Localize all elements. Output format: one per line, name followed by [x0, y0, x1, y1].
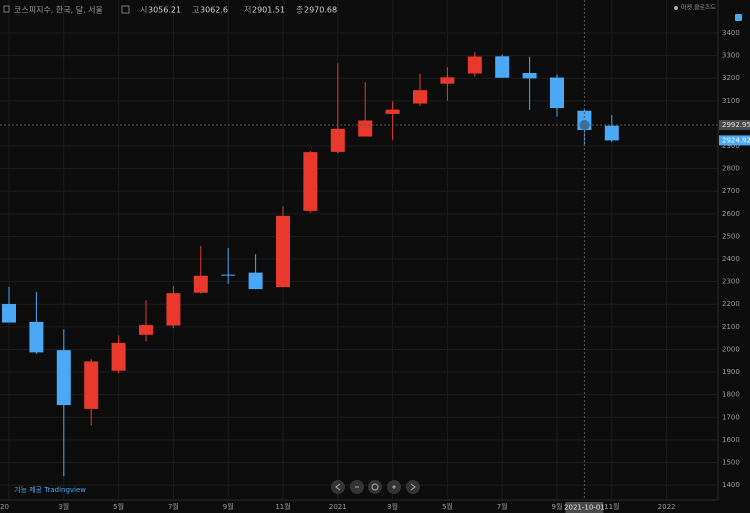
- candle-body: [303, 152, 318, 211]
- ohlc-label: 시: [140, 6, 147, 15]
- y-tick-label: 2100: [722, 323, 740, 331]
- x-tick-label: 11월: [604, 502, 619, 511]
- button-glyphs: [335, 483, 416, 491]
- y-tick-label: 2800: [722, 165, 740, 173]
- x-tick-label: 5월: [113, 502, 124, 511]
- scroll-left-button[interactable]: [331, 480, 345, 494]
- y-tick-label: 1900: [722, 368, 740, 376]
- candle-body: [166, 293, 181, 326]
- attribution: 기능 제공 Tradingview: [14, 485, 86, 494]
- zoom-controls: [331, 480, 420, 494]
- candle-body: [358, 120, 373, 137]
- candles: [2, 51, 619, 477]
- y-tick-label: 2400: [722, 255, 740, 263]
- x-tick-label: 9월: [552, 502, 563, 511]
- y-tick-label: 2700: [722, 187, 740, 195]
- candle-body: [330, 128, 345, 152]
- candle-body: [495, 56, 510, 78]
- y-tick-label: 1500: [722, 458, 740, 466]
- y-tick-label: 1800: [722, 391, 740, 399]
- ohlc-label: 고: [192, 6, 199, 15]
- ohlc-value: 2970.68: [304, 6, 337, 15]
- y-tick-label: 2300: [722, 278, 740, 286]
- candle-body: [84, 361, 99, 409]
- ohlc-value: 2901.51: [252, 6, 285, 15]
- x-tick-label: 7월: [497, 502, 508, 511]
- reset-button[interactable]: [368, 480, 382, 494]
- candle-body: [413, 90, 427, 104]
- ohlc-value: 3062.6: [200, 6, 228, 15]
- candle-body: [467, 56, 482, 74]
- y-tick-label: 2600: [722, 210, 740, 218]
- crosshair-y-box: [719, 120, 750, 131]
- candle-body: [604, 125, 619, 141]
- x-tick-label: 2022: [658, 503, 676, 511]
- x-tick-label: 11월: [275, 502, 290, 511]
- x-tick-label: 9월: [223, 502, 234, 511]
- scroll-right-button[interactable]: [406, 480, 420, 494]
- market-status: 마켓 클로즈드: [681, 4, 717, 12]
- y-tick-label: 3100: [722, 97, 740, 105]
- ohlc-label: 저: [244, 6, 251, 15]
- button-glyph: [371, 483, 379, 491]
- candle-body: [56, 350, 71, 406]
- candle-body: [385, 109, 400, 114]
- calendar-icon[interactable]: [735, 14, 742, 21]
- last-price-label: 2924.92: [722, 136, 750, 144]
- grid: [0, 0, 718, 500]
- candle-body: [193, 275, 208, 293]
- y-tick-label: 2000: [722, 345, 740, 353]
- ohlc-label: 종: [296, 6, 303, 15]
- symbol-title: 코스피지수, 한국, 달, 서울: [14, 6, 103, 15]
- settings-icon[interactable]: [121, 5, 130, 14]
- candle-body: [522, 73, 537, 79]
- x-tick-label: 5월: [442, 502, 453, 511]
- x-tick-label: 2020: [0, 503, 9, 511]
- candle-body: [111, 342, 126, 371]
- y-tick-label: 3200: [722, 74, 740, 82]
- y-tick-label: 2200: [722, 300, 740, 308]
- y-tick-label: 1700: [722, 413, 740, 421]
- x-tick-label: 7월: [168, 502, 179, 511]
- y-tick-label: 1400: [722, 481, 740, 489]
- crosshair-x-box: [565, 502, 604, 513]
- x-tick-label: 3월: [387, 502, 398, 511]
- y-tick-label: 3400: [722, 29, 740, 37]
- last-price-box: [719, 135, 750, 146]
- candle-body: [550, 77, 564, 109]
- y-tick-label: 2500: [722, 232, 740, 240]
- x-tick-label: 3월: [58, 502, 69, 511]
- candle-body: [29, 321, 44, 353]
- crosshair-y-label: 2992.95: [722, 121, 750, 129]
- candle-body: [248, 272, 263, 290]
- crosshair-dot: [579, 120, 590, 131]
- y-tick-label: 2900: [722, 142, 740, 150]
- y-tick-label: 1600: [722, 436, 740, 444]
- crosshair-x-label: 2021-10-01: [564, 504, 605, 512]
- collapse-icon[interactable]: [3, 5, 10, 13]
- candle-body: [440, 77, 455, 84]
- ohlc-value: 3056.21: [148, 6, 181, 15]
- y-tick-label: 3300: [722, 52, 740, 60]
- x-tick-label: 2021: [329, 503, 347, 511]
- status-dot: [674, 6, 678, 10]
- candle-body: [276, 215, 290, 288]
- candle-body: [221, 274, 236, 276]
- candle-body: [2, 303, 16, 323]
- candle-body: [139, 325, 153, 335]
